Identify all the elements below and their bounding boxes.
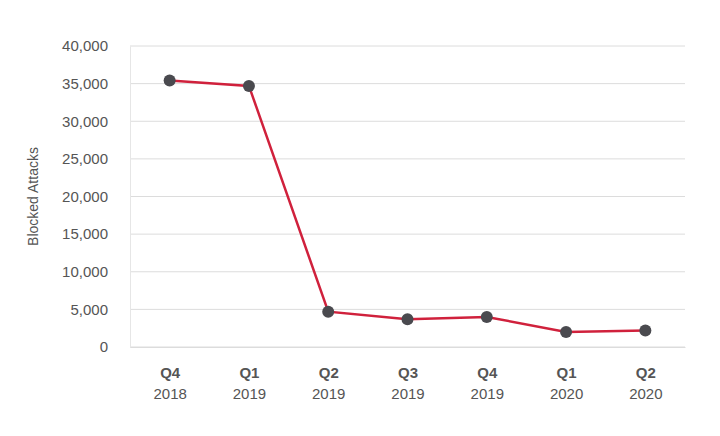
- x-tick-label: Q12020: [550, 364, 583, 403]
- x-axis: Q42018 Q12019 Q22019 Q32019 Q42019 Q12020 Q220…: [131, 347, 686, 402]
- x-tick: Q32019: [391, 347, 424, 402]
- y-tick: 25,000: [62, 150, 130, 167]
- grid-line: [130, 196, 685, 197]
- x-tick: Q12019: [233, 347, 266, 402]
- y-tick: 30,000: [62, 113, 130, 130]
- grid-line: [130, 234, 685, 235]
- y-tick: 40,000: [62, 37, 130, 54]
- marker: [560, 326, 572, 338]
- grid-line: [130, 158, 685, 159]
- y-tick: 0: [100, 338, 130, 355]
- marker: [243, 80, 255, 92]
- y-tick-label: 35,000: [62, 75, 108, 92]
- y-tick-label: 10,000: [62, 263, 108, 280]
- y-tick: 35,000: [62, 75, 130, 92]
- y-tick-label: 40,000: [62, 37, 108, 54]
- marker: [402, 313, 414, 325]
- x-tick: Q22019: [312, 347, 345, 402]
- y-tick-label: 5,000: [70, 301, 108, 318]
- x-tick-label: Q42018: [153, 364, 186, 403]
- y-tick-label: 25,000: [62, 150, 108, 167]
- x-tick: Q22020: [629, 347, 662, 402]
- x-tick: Q12020: [550, 347, 583, 402]
- y-tick: 15,000: [62, 225, 130, 242]
- y-tick-label: 30,000: [62, 113, 108, 130]
- line: [170, 81, 646, 332]
- marks: [164, 75, 652, 338]
- y-axis-line: [130, 47, 131, 348]
- x-tick: Q42019: [471, 347, 504, 402]
- y-axis-title: Blocked Attacks: [25, 147, 41, 246]
- grid-line: [130, 46, 685, 47]
- y-tick: 10,000: [62, 263, 130, 280]
- grid-line: [130, 271, 685, 272]
- y-tick-label: 0: [100, 338, 108, 355]
- x-tick-label: Q42019: [471, 364, 504, 403]
- y-tick-label: 20,000: [62, 188, 108, 205]
- chart: 0 5,000 10,000 15,000 20,000 25,000 30,000 35,0…: [0, 0, 720, 436]
- x-tick: Q42018: [153, 347, 186, 402]
- marker: [639, 324, 651, 336]
- y-tick-label: 15,000: [62, 225, 108, 242]
- x-tick-label: Q32019: [391, 364, 424, 403]
- y-tick: 5,000: [70, 301, 130, 318]
- y-tick: 20,000: [62, 188, 130, 205]
- grid: [130, 46, 685, 347]
- grid-line: [130, 347, 685, 348]
- marker: [322, 306, 334, 318]
- plot-area: 0 5,000 10,000 15,000 20,000 25,000 30,000 35,0…: [62, 37, 685, 402]
- grid-line: [130, 309, 685, 310]
- x-tick-label: Q22019: [312, 364, 345, 403]
- marker: [481, 311, 493, 323]
- x-tick-label: Q22020: [629, 364, 662, 403]
- x-tick-label: Q12019: [233, 364, 266, 403]
- y-axis: 0 5,000 10,000 15,000 20,000 25,000 30,000 35,0…: [62, 37, 130, 355]
- marker: [164, 75, 176, 87]
- grid-line: [130, 121, 685, 122]
- x-axis-line: [131, 347, 686, 348]
